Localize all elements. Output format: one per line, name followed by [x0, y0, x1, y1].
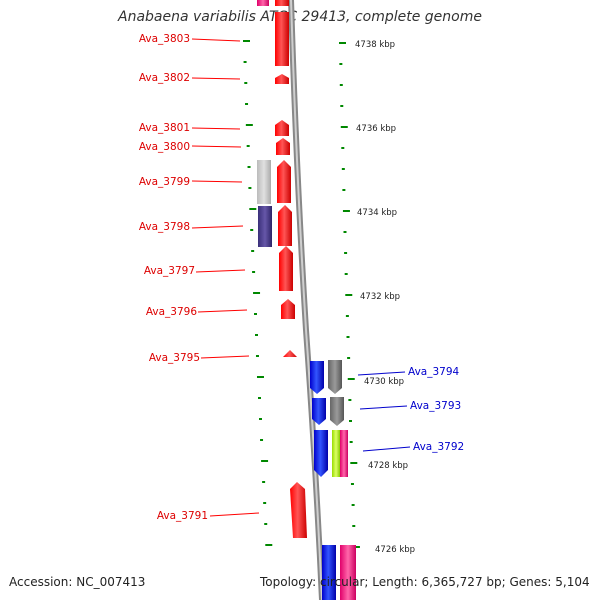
gene-label: Ava_3791 — [157, 510, 208, 522]
left-leader-lines — [191, 38, 260, 517]
partial-pink-right — [340, 545, 356, 600]
left-tick-marks — [243, 40, 273, 546]
feature-grey-right-1 — [328, 360, 342, 394]
ruler-label: 4728 kbp — [368, 461, 408, 471]
feature-grey-left — [257, 160, 271, 204]
gene-label: Ava_3802 — [139, 72, 190, 84]
partial-red-feature — [275, 0, 289, 6]
right-leader-lines — [357, 371, 411, 452]
gene-arrow-ava-3796 — [281, 299, 295, 319]
gene-arrow-ava-3803 — [275, 12, 289, 66]
gene-arrow-ava-3801 — [275, 120, 289, 136]
gene-label: Ava_3795 — [149, 352, 200, 364]
right-tick-marks — [339, 42, 360, 548]
accession-label: Accession: NC_007413 — [9, 575, 146, 589]
gene-label: Ava_3792 — [413, 441, 464, 453]
genome-summary: Topology: circular; Length: 6,365,727 bp… — [260, 575, 590, 589]
feature-lime-right — [332, 430, 340, 477]
gene-label: Ava_3799 — [139, 176, 190, 188]
partial-pink-feature — [257, 0, 269, 6]
gene-label: Ava_3794 — [408, 366, 460, 378]
gene-label: Ava_3800 — [139, 141, 190, 153]
ruler-label: 4726 kbp — [375, 545, 415, 555]
feature-pink-right — [340, 430, 348, 477]
ruler-label: 4730 kbp — [364, 377, 404, 387]
ruler-label: 4738 kbp — [355, 40, 395, 50]
feature-purple-left — [258, 206, 272, 247]
partial-blue-feature — [322, 545, 336, 600]
ruler-label: 4732 kbp — [360, 292, 400, 302]
map-title: Anabaena variabilis ATCC 29413, complete… — [118, 9, 482, 25]
gene-label: Ava_3801 — [139, 122, 190, 134]
ruler-label: 4736 kbp — [356, 124, 396, 134]
gene-arrow-ava-3799 — [277, 160, 291, 203]
gene-arrow-ava-3797 — [279, 246, 293, 291]
gene-arrow-ava-3800 — [276, 138, 290, 155]
gene-arrow-ava-3795 — [283, 350, 297, 357]
gene-label: Ava_3803 — [139, 33, 190, 45]
gene-label: Ava_3793 — [410, 400, 461, 412]
gene-arrow-ava-3798 — [278, 205, 292, 246]
gene-arrow-ava-3802 — [275, 74, 289, 84]
ruler-label: 4734 kbp — [357, 208, 397, 218]
gene-arrow-ava-3792 — [314, 430, 328, 477]
gene-arrow-ava-3794 — [310, 361, 324, 394]
gene-label: Ava_3798 — [139, 221, 190, 233]
gene-arrow-ava-3791 — [290, 482, 307, 538]
gene-label: Ava_3797 — [144, 265, 195, 277]
gene-arrow-ava-3793 — [312, 398, 326, 425]
gene-label: Ava_3796 — [146, 306, 198, 318]
feature-grey-right-2 — [330, 397, 344, 426]
